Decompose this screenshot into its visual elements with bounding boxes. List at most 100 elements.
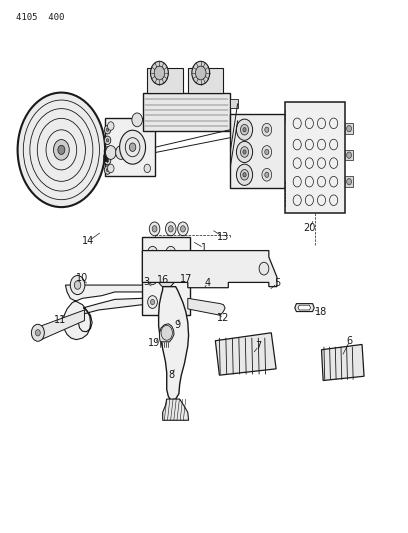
Circle shape [18, 93, 105, 207]
Text: 4: 4 [205, 278, 211, 288]
Bar [147, 68, 183, 93]
Circle shape [240, 124, 248, 135]
Polygon shape [322, 344, 364, 381]
Text: 18: 18 [315, 306, 328, 317]
Bar [285, 129, 294, 135]
Circle shape [347, 179, 352, 185]
Circle shape [243, 150, 246, 154]
Circle shape [152, 225, 157, 232]
Bar [345, 176, 353, 187]
Circle shape [144, 122, 151, 130]
Circle shape [169, 276, 173, 281]
Polygon shape [215, 333, 276, 375]
Circle shape [104, 166, 111, 174]
Circle shape [243, 173, 246, 177]
Bar [142, 237, 190, 316]
Circle shape [243, 127, 246, 132]
Bar [285, 148, 294, 154]
Circle shape [129, 143, 136, 151]
Circle shape [169, 225, 173, 232]
Circle shape [35, 329, 40, 336]
Circle shape [169, 300, 173, 305]
Circle shape [106, 168, 109, 172]
Circle shape [58, 146, 65, 155]
Circle shape [265, 127, 269, 132]
Bar [188, 68, 224, 93]
Circle shape [240, 147, 248, 157]
Text: 7: 7 [255, 341, 262, 351]
Bar [231, 100, 237, 108]
Text: 9: 9 [175, 320, 181, 330]
Text: 10: 10 [75, 273, 88, 283]
Circle shape [240, 169, 248, 180]
Text: 17: 17 [180, 274, 192, 284]
Bar [285, 102, 345, 214]
Text: 13: 13 [217, 232, 230, 242]
Circle shape [151, 250, 155, 255]
Bar [231, 116, 237, 125]
Text: 4105  400: 4105 400 [16, 13, 64, 22]
Text: 16: 16 [157, 274, 170, 285]
Polygon shape [63, 285, 142, 340]
Text: 12: 12 [217, 313, 230, 324]
Circle shape [157, 264, 175, 288]
Circle shape [161, 325, 173, 340]
Circle shape [104, 147, 111, 155]
Polygon shape [142, 251, 277, 288]
Circle shape [31, 324, 44, 341]
Circle shape [236, 119, 253, 140]
Circle shape [347, 125, 352, 132]
Circle shape [236, 141, 253, 163]
Circle shape [162, 270, 171, 282]
Polygon shape [295, 304, 314, 312]
Bar [285, 166, 294, 173]
Circle shape [106, 149, 109, 152]
Circle shape [166, 272, 175, 285]
Circle shape [166, 296, 175, 309]
Circle shape [262, 146, 272, 158]
Circle shape [265, 172, 269, 177]
Polygon shape [163, 399, 188, 420]
Circle shape [262, 168, 272, 181]
Circle shape [106, 139, 109, 142]
Circle shape [74, 281, 81, 289]
Circle shape [177, 222, 188, 236]
Text: 11: 11 [54, 314, 66, 325]
Polygon shape [160, 324, 174, 342]
Circle shape [151, 61, 169, 85]
Text: 5: 5 [274, 278, 280, 288]
Polygon shape [298, 305, 310, 310]
Circle shape [53, 140, 69, 160]
Text: 20: 20 [303, 223, 315, 233]
Circle shape [104, 156, 111, 165]
Polygon shape [35, 310, 84, 340]
Circle shape [192, 61, 210, 85]
Circle shape [236, 164, 253, 185]
Bar [231, 114, 285, 188]
Circle shape [115, 146, 126, 159]
Circle shape [108, 164, 114, 173]
Circle shape [265, 149, 269, 155]
Bar [345, 150, 353, 160]
Circle shape [149, 222, 160, 236]
Text: 14: 14 [82, 236, 95, 246]
Circle shape [151, 300, 155, 305]
Circle shape [169, 250, 173, 255]
Circle shape [148, 272, 157, 285]
Text: 6: 6 [347, 336, 353, 346]
Circle shape [108, 122, 114, 130]
Circle shape [104, 136, 111, 144]
Circle shape [70, 276, 85, 295]
Circle shape [166, 246, 175, 259]
Circle shape [132, 113, 142, 127]
Bar [105, 118, 155, 176]
Circle shape [166, 222, 176, 236]
Circle shape [144, 164, 151, 173]
Circle shape [154, 66, 165, 80]
Bar [143, 93, 231, 131]
Circle shape [151, 276, 155, 281]
Circle shape [120, 130, 146, 164]
Circle shape [180, 225, 185, 232]
Text: 19: 19 [149, 338, 161, 349]
Circle shape [259, 262, 269, 275]
